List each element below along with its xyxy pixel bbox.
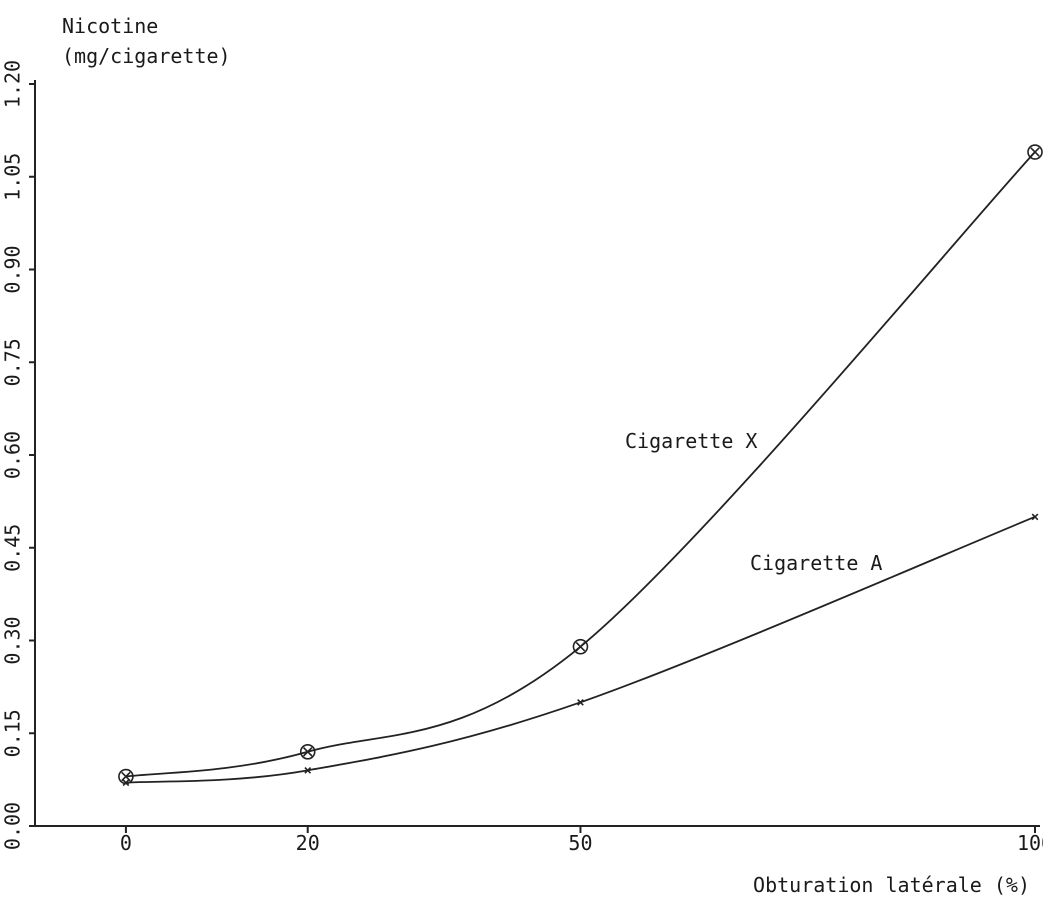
data-point	[1027, 144, 1043, 160]
data-point	[572, 638, 589, 655]
y-tick-label: 1.20	[1, 60, 25, 108]
series-line	[125, 515, 1036, 784]
data-point	[577, 698, 584, 706]
x-axis-title: Obturation latérale (%)	[753, 873, 1030, 897]
y-tick-label: 0.00	[1, 802, 25, 850]
y-tick-label: 0.90	[1, 245, 25, 293]
x-tick-label: 20	[296, 831, 320, 855]
series-label: Cigarette X	[625, 429, 757, 453]
data-point	[1031, 513, 1039, 521]
data-point	[299, 743, 316, 760]
x-tick-label: 100	[1017, 831, 1043, 855]
x-tick-label: 50	[568, 831, 592, 855]
y-axis-title: Nicotine	[62, 14, 158, 38]
data-point	[122, 779, 130, 787]
y-tick-label: 0.60	[1, 431, 25, 479]
y-tick-label: 0.75	[1, 338, 25, 386]
y-tick-label: 0.15	[1, 709, 25, 757]
y-tick-label: 1.05	[1, 153, 25, 201]
y-tick-label: 0.45	[1, 524, 25, 572]
series-label: Cigarette A	[750, 551, 882, 575]
y-tick-label: 0.30	[1, 616, 25, 664]
series-line	[125, 151, 1036, 778]
data-point	[304, 766, 312, 774]
x-tick-label: 0	[120, 831, 132, 855]
y-axis-title: (mg/cigarette)	[62, 44, 231, 68]
